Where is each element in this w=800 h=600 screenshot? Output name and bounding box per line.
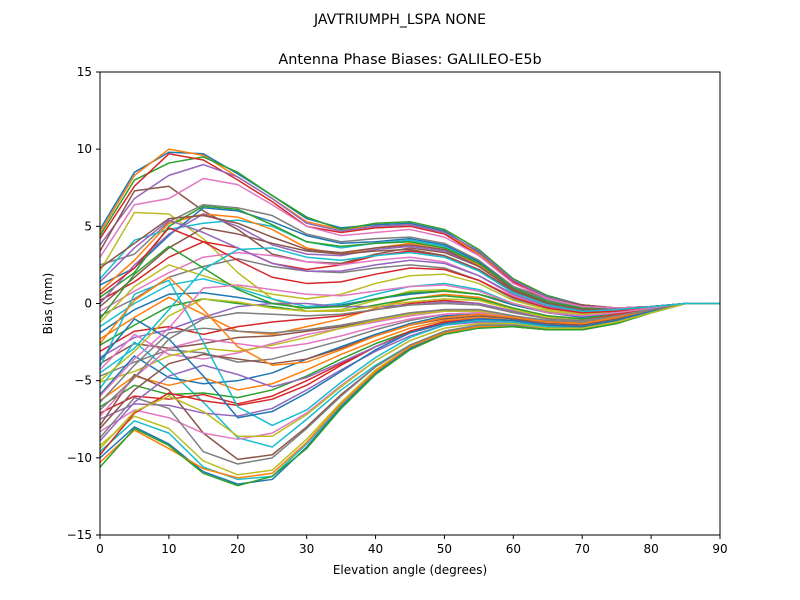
x-tick-label: 40 xyxy=(368,542,383,556)
y-tick-label: −15 xyxy=(67,528,92,542)
series-line-s43 xyxy=(100,302,720,487)
x-axis-ticks: 0 10 20 30 40 50 60 70 80 90 xyxy=(96,535,728,556)
y-tick-label: 15 xyxy=(77,65,92,79)
series-line-s52 xyxy=(100,276,720,366)
series-line-s07 xyxy=(100,177,720,309)
x-tick-label: 20 xyxy=(230,542,245,556)
series-line-s24 xyxy=(100,299,720,352)
y-axis-label: Bias (mm) xyxy=(41,273,55,335)
x-tick-label: 60 xyxy=(506,542,521,556)
x-axis-label: Elevation angle (degrees) xyxy=(333,563,487,577)
y-tick-label: 5 xyxy=(84,219,92,233)
x-tick-label: 70 xyxy=(575,542,590,556)
series-line-s59 xyxy=(100,302,720,450)
x-tick-label: 0 xyxy=(96,542,104,556)
y-tick-label: 10 xyxy=(77,142,92,156)
x-tick-label: 90 xyxy=(712,542,727,556)
x-tick-label: 10 xyxy=(161,542,176,556)
y-tick-label: 0 xyxy=(84,297,92,311)
x-tick-label: 30 xyxy=(299,542,314,556)
y-axis-ticks: −15 −10 −5 0 5 10 15 xyxy=(67,65,100,542)
series-line-s58 xyxy=(100,302,720,411)
y-tick-label: −5 xyxy=(74,374,92,388)
figure-suptitle: JAVTRIUMPH_LSPA NONE xyxy=(313,12,486,28)
x-tick-label: 50 xyxy=(437,542,452,556)
series-line-s57 xyxy=(100,284,720,397)
chart-title: Antenna Phase Biases: GALILEO-E5b xyxy=(278,52,541,68)
series-layer xyxy=(100,148,720,487)
series-line-s60 xyxy=(100,247,720,374)
series-line-s51 xyxy=(100,302,720,419)
x-tick-label: 80 xyxy=(643,542,658,556)
series-line-s54 xyxy=(100,227,720,314)
y-tick-label: −10 xyxy=(67,451,92,465)
